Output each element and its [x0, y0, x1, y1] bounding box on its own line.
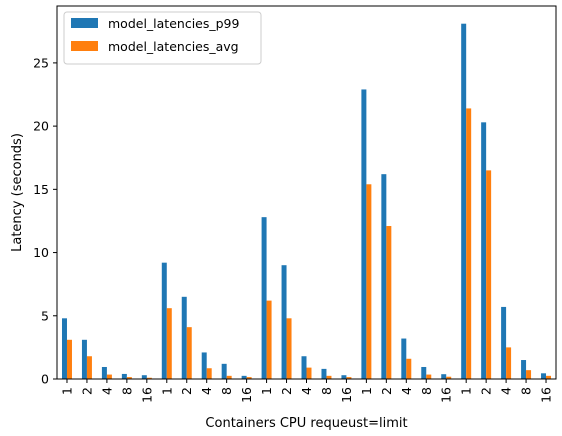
bar-avg-11 — [286, 318, 292, 379]
bar-avg-16 — [386, 226, 392, 379]
bar-p99-20 — [461, 23, 467, 379]
bar-p99-17 — [401, 338, 407, 379]
bar-p99-24 — [541, 373, 547, 379]
bar-avg-17 — [406, 358, 412, 379]
bar-avg-23 — [526, 370, 532, 379]
bar-p99-16 — [381, 174, 387, 379]
x-tick-label-0: 1 — [59, 387, 74, 395]
bar-p99-3 — [121, 373, 127, 379]
y-tick-label-0: 0 — [41, 372, 49, 387]
bar-avg-1 — [86, 356, 92, 379]
x-tick-label-9: 16 — [239, 387, 254, 403]
x-tick-label-15: 1 — [359, 387, 374, 395]
bar-avg-3 — [126, 377, 132, 379]
y-tick-label-5: 25 — [33, 55, 49, 70]
bar-p99-2 — [101, 366, 107, 379]
x-tick-label-12: 4 — [299, 387, 314, 395]
x-tick-label-11: 2 — [279, 387, 294, 395]
bar-p99-1 — [81, 339, 87, 379]
x-tick-label-18: 8 — [419, 387, 434, 395]
bars-layer — [61, 23, 552, 380]
legend: model_latencies_p99 model_latencies_avg — [63, 11, 262, 65]
bar-avg-8 — [226, 375, 232, 379]
x-tick-label-16: 2 — [379, 387, 394, 395]
bar-p99-7 — [201, 352, 207, 379]
bar-avg-6 — [186, 327, 192, 379]
x-tick-label-17: 4 — [399, 387, 414, 395]
bar-avg-4 — [146, 377, 152, 379]
x-tick-label-22: 4 — [499, 387, 514, 395]
bar-p99-11 — [281, 265, 287, 379]
bar-avg-18 — [426, 374, 432, 379]
x-tick-label-2: 4 — [99, 387, 114, 395]
bar-p99-12 — [301, 356, 307, 379]
bar-p99-0 — [61, 318, 67, 379]
bar-avg-5 — [166, 308, 172, 379]
x-tick-label-5: 1 — [159, 387, 174, 395]
bar-avg-9 — [246, 377, 252, 379]
x-axis-label: Containers CPU requeust=limit — [205, 416, 407, 431]
legend-label-0: model_latencies_p99 — [108, 16, 240, 31]
bar-avg-10 — [266, 300, 272, 379]
x-tick-label-4: 16 — [139, 387, 154, 403]
legend-box — [63, 11, 262, 65]
bar-avg-13 — [326, 375, 332, 379]
bar-avg-7 — [206, 368, 212, 379]
y-axis-label: Latency (seconds) — [10, 133, 25, 252]
legend-label-1: model_latencies_avg — [108, 39, 239, 54]
bar-p99-23 — [521, 360, 527, 379]
bar-p99-22 — [501, 306, 507, 379]
x-tick-label-8: 8 — [219, 387, 234, 395]
x-tick-label-20: 1 — [459, 387, 474, 395]
bar-p99-9 — [241, 375, 247, 379]
bar-p99-13 — [321, 368, 327, 379]
bar-p99-18 — [421, 366, 427, 379]
bar-p99-10 — [261, 217, 267, 379]
bar-avg-2 — [106, 374, 112, 379]
x-tick-label-1: 2 — [79, 387, 94, 395]
bar-avg-19 — [446, 376, 452, 379]
bar-avg-21 — [486, 170, 492, 379]
bar-p99-4 — [141, 375, 147, 379]
bar-p99-8 — [221, 363, 227, 379]
bar-avg-22 — [506, 347, 512, 379]
x-tick-label-21: 2 — [479, 387, 494, 395]
legend-swatch-0 — [71, 18, 98, 28]
plot-frame — [56, 5, 557, 380]
x-tick-label-13: 8 — [319, 387, 334, 395]
x-tick-label-10: 1 — [259, 387, 274, 395]
bar-p99-14 — [341, 375, 347, 379]
bar-avg-15 — [366, 184, 372, 379]
bar-avg-20 — [466, 108, 472, 380]
bar-p99-21 — [481, 122, 487, 379]
x-tick-label-6: 2 — [179, 387, 194, 395]
x-tick-label-24: 16 — [539, 387, 554, 403]
bar-p99-5 — [161, 262, 167, 379]
y-tick-label-2: 10 — [33, 245, 49, 260]
y-tick-label-3: 15 — [33, 182, 49, 197]
x-tick-label-19: 16 — [439, 387, 454, 403]
y-tick-label-1: 5 — [41, 308, 49, 323]
bar-p99-6 — [181, 296, 187, 379]
bar-p99-15 — [361, 89, 367, 379]
x-tick-label-7: 4 — [199, 387, 214, 395]
bar-avg-12 — [306, 367, 312, 379]
x-axis: 1 2 4 8 16 1 2 4 8 16 1 2 4 8 16 1 2 4 8 16 1 2 4 8 16 — [59, 379, 554, 403]
y-axis: 0 5 10 15 20 25 — [33, 55, 57, 387]
y-tick-label-4: 20 — [33, 119, 49, 134]
bar-avg-14 — [346, 377, 352, 379]
x-tick-label-23: 8 — [519, 387, 534, 395]
bar-p99-19 — [441, 374, 447, 379]
x-tick-label-14: 16 — [339, 387, 354, 403]
legend-swatch-1 — [71, 41, 98, 51]
bar-avg-24 — [546, 375, 552, 379]
bar-avg-0 — [66, 339, 72, 379]
x-tick-label-3: 8 — [119, 387, 134, 395]
